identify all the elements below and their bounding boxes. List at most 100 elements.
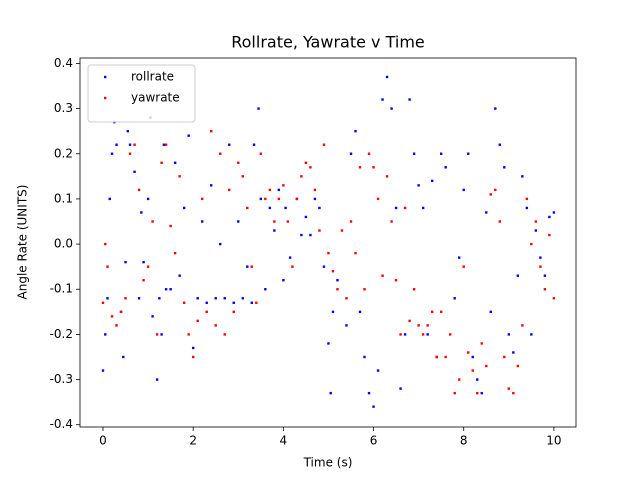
data-point — [304, 215, 308, 219]
data-point — [363, 288, 366, 291]
data-point — [489, 310, 492, 314]
data-point — [169, 288, 172, 291]
data-point — [539, 265, 542, 268]
data-point — [182, 301, 186, 304]
data-point — [128, 152, 132, 155]
data-point — [304, 161, 308, 164]
data-point — [155, 378, 159, 381]
data-point — [329, 391, 332, 395]
data-point — [530, 333, 533, 336]
data-point — [101, 369, 105, 372]
data-point — [237, 220, 240, 223]
y-tick-label: 0.3 — [54, 101, 73, 115]
data-point — [250, 265, 253, 268]
data-point — [552, 211, 556, 214]
data-point — [390, 107, 393, 110]
legend-marker — [104, 96, 107, 100]
data-point — [507, 333, 511, 336]
data-point — [327, 342, 330, 345]
legend-marker — [104, 75, 107, 79]
data-point — [543, 274, 547, 277]
data-point — [264, 288, 267, 291]
data-point — [110, 152, 114, 155]
data-point — [158, 297, 161, 300]
data-point — [421, 333, 425, 336]
data-point — [543, 288, 547, 291]
data-point — [417, 184, 420, 187]
data-point — [399, 387, 402, 390]
data-point — [480, 342, 483, 345]
data-point — [173, 161, 177, 164]
data-point — [471, 355, 474, 359]
x-tick-label: 4 — [280, 434, 288, 448]
data-point — [282, 279, 285, 282]
data-point — [340, 229, 344, 232]
data-point — [119, 310, 123, 314]
data-point — [282, 184, 285, 187]
data-point — [318, 206, 321, 210]
x-tick-label: 10 — [546, 434, 561, 448]
data-point — [295, 197, 299, 201]
data-point — [162, 143, 166, 146]
data-point — [257, 107, 260, 110]
data-point — [146, 265, 150, 268]
data-point — [268, 206, 272, 210]
data-point — [115, 324, 118, 327]
data-point — [458, 378, 461, 381]
data-point — [273, 229, 276, 232]
data-point — [507, 387, 511, 390]
data-point — [246, 265, 249, 268]
data-point — [200, 197, 204, 201]
data-point — [146, 197, 150, 201]
x-axis-label: Time (s) — [303, 456, 353, 470]
data-point — [277, 197, 281, 201]
y-tick-label: -0.3 — [50, 372, 73, 386]
data-point — [191, 346, 195, 350]
data-point — [313, 188, 317, 192]
data-point — [219, 242, 222, 246]
y-tick-label: 0.4 — [54, 56, 73, 70]
data-point — [471, 369, 474, 372]
data-point — [160, 161, 163, 164]
data-point — [322, 265, 326, 268]
data-point — [250, 301, 253, 304]
data-point — [530, 242, 533, 246]
data-point — [205, 301, 208, 304]
y-axis-label: Angle Rate (UNITS) — [16, 185, 30, 300]
data-point — [363, 355, 366, 359]
data-point — [133, 170, 136, 174]
data-point — [476, 391, 479, 395]
data-point — [142, 260, 145, 264]
data-point — [124, 260, 127, 264]
legend-label: yawrate — [131, 91, 180, 105]
data-point — [534, 229, 538, 232]
data-point — [264, 197, 267, 201]
data-point — [516, 364, 520, 368]
data-point — [300, 175, 303, 178]
data-point — [417, 324, 420, 327]
x-tick-label: 8 — [460, 434, 468, 448]
data-point — [182, 206, 186, 210]
data-point — [124, 297, 127, 300]
data-point — [223, 297, 226, 300]
data-point — [494, 107, 497, 110]
data-point — [498, 220, 501, 223]
data-point — [512, 391, 515, 395]
data-point — [345, 324, 348, 327]
data-point — [286, 220, 290, 223]
data-point — [458, 256, 461, 259]
data-point — [430, 179, 434, 183]
data-point — [155, 333, 159, 336]
data-point — [426, 324, 429, 327]
data-point — [196, 297, 199, 300]
data-point — [106, 297, 109, 300]
x-tick-label: 2 — [189, 434, 197, 448]
data-point — [273, 220, 276, 223]
data-point — [534, 220, 538, 223]
data-point — [376, 197, 380, 201]
data-point — [521, 324, 524, 327]
data-point — [385, 75, 389, 79]
y-tick-label: 0.1 — [54, 191, 73, 205]
data-point — [126, 129, 129, 133]
